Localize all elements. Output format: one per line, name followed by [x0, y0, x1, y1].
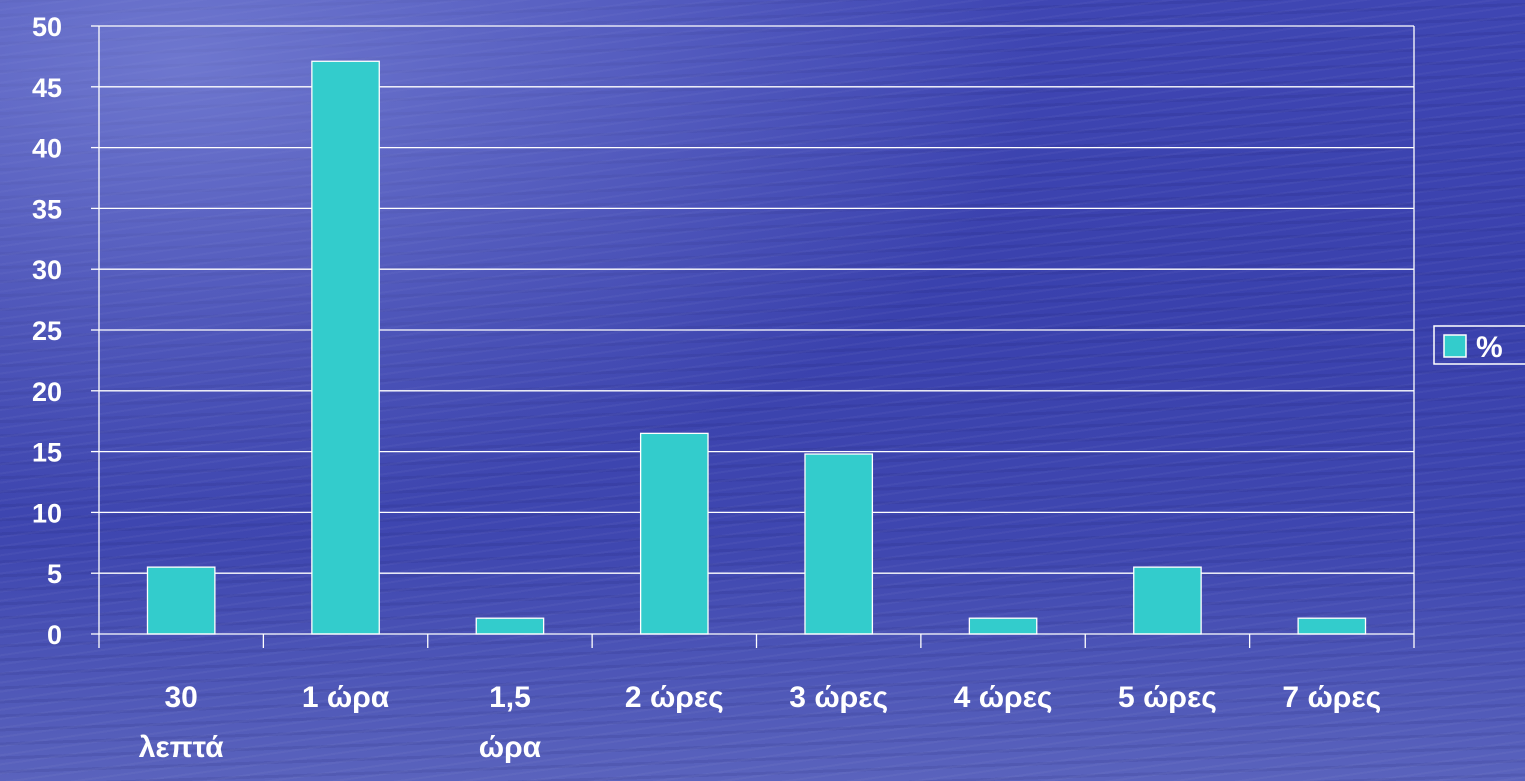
y-tick-label: 15 — [32, 438, 62, 468]
legend: % — [1433, 325, 1525, 365]
y-tick-label: 30 — [32, 255, 62, 285]
x-tick-label: 1 ώρα — [302, 681, 390, 714]
y-tick-label: 40 — [32, 134, 62, 164]
x-tick-label: 7 ώρες — [1282, 681, 1381, 714]
x-tick-label: 1,5 ώρα — [479, 681, 542, 764]
x-tick-label: 3 ώρες — [789, 681, 888, 714]
y-tick-label: 50 — [32, 12, 62, 42]
y-tick-label: 45 — [32, 73, 62, 103]
x-tick-label: 2 ώρες — [625, 681, 724, 714]
bar — [804, 453, 874, 635]
gridlines — [99, 25, 1414, 574]
legend-label: % — [1476, 331, 1503, 364]
bar — [968, 617, 1038, 635]
y-tick-label: 35 — [32, 194, 62, 224]
x-tick-label: 30 λεπτά — [139, 681, 224, 764]
bar — [1297, 617, 1367, 635]
bar — [639, 432, 709, 635]
y-tick-label: 0 — [47, 620, 62, 650]
x-category-labels: 30 λεπτά 1 ώρα 1,5 ώρα 2 ώρες 3 ώρες 4 ώρες 5 ώρ… — [139, 681, 1381, 764]
x-tick-label: 5 ώρες — [1118, 681, 1217, 714]
bars — [146, 60, 1367, 635]
bar — [475, 617, 545, 635]
bar — [1133, 566, 1202, 635]
axes — [91, 25, 1415, 648]
bar — [146, 566, 216, 635]
legend-swatch — [1443, 334, 1467, 358]
bar — [311, 60, 380, 635]
legend-box — [1433, 325, 1525, 365]
y-tick-label: 5 — [47, 559, 62, 589]
y-tick-label: 10 — [32, 498, 62, 528]
y-tick-label: 25 — [32, 316, 62, 346]
y-tick-labels: 0 5 10 15 20 25 30 35 40 45 50 — [32, 12, 62, 650]
x-tick-label: 4 ώρες — [954, 681, 1053, 714]
y-tick-label: 20 — [32, 377, 62, 407]
